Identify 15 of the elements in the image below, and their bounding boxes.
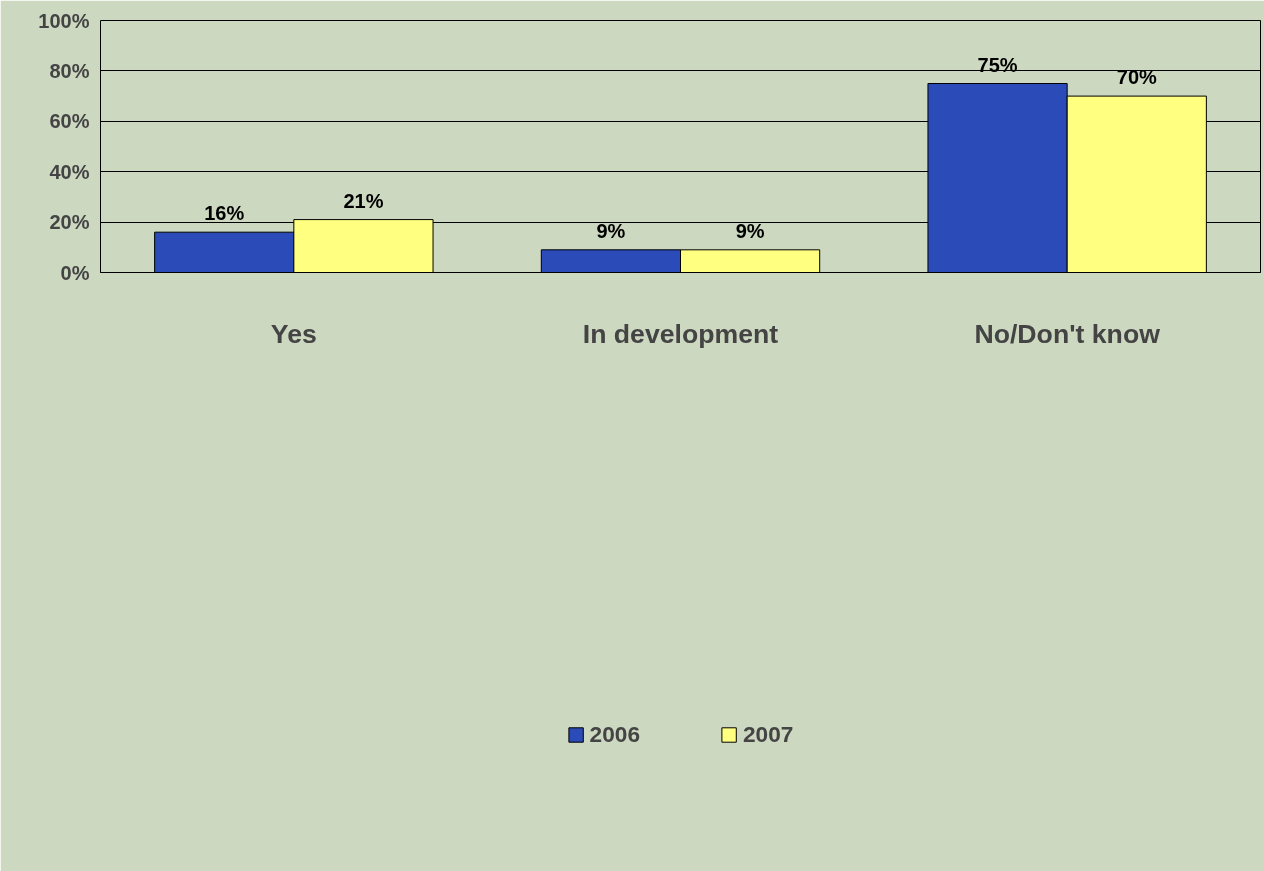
y-tick-label: 80% [49, 59, 90, 82]
legend-label: 2006 [589, 720, 640, 748]
y-tick-label: 60% [49, 110, 90, 133]
data-label: 21% [343, 189, 384, 212]
y-tick-label: 100% [38, 9, 90, 32]
y-tick-label: 20% [49, 211, 90, 234]
y-tick-label: 0% [60, 261, 90, 284]
x-tick-label: Yes [270, 318, 317, 349]
data-label: 9% [596, 219, 626, 242]
x-tick-label: In development [582, 318, 779, 349]
data-label: 9% [735, 219, 765, 242]
data-label: 16% [204, 202, 245, 225]
x-tick-label: No/Don't know [974, 318, 1161, 349]
legend-label: 2007 [743, 720, 794, 748]
y-tick-label: 40% [49, 160, 90, 183]
